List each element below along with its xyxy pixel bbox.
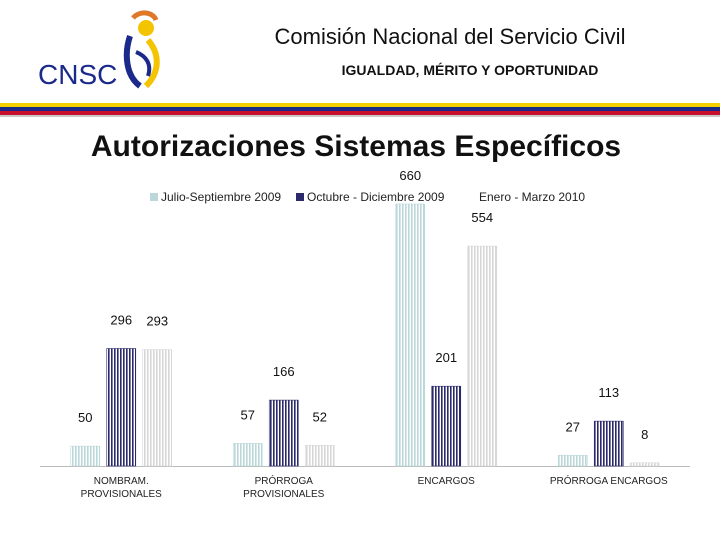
bar-4-series-2 [593,420,624,467]
legend-label-2: Octubre - Diciembre 2009 [307,190,445,204]
data-label-3-1: 660 [399,170,421,183]
stripe-gray [0,115,720,117]
stripe-blue [0,107,720,111]
bar-4-series-3 [629,462,660,467]
data-label-2-3: 52 [313,409,327,424]
data-label-4-1: 27 [566,419,580,434]
data-label-1-2: 296 [110,312,132,327]
bar-3-series-3 [467,245,498,467]
data-label-3-2: 201 [435,350,457,365]
legend-swatch-3 [468,193,476,201]
bar-2-series-1 [232,443,263,467]
bar-chart: 50 296 293 NOMBRAM. PROVISIONALES 57 166 52 PRÓR… [40,170,690,500]
cnsc-logo: CNSC [38,10,160,90]
data-label-1-3: 293 [146,314,168,329]
data-label-3-3: 554 [471,210,493,225]
bar-4-series-1 [557,454,588,467]
organization-title: Comisión Nacional del Servicio Civil [274,24,626,49]
logo-text: CNSC [38,59,117,90]
legend-swatch-1 [150,193,158,201]
stripe-yellow [0,103,720,107]
bar-2-series-3 [304,445,335,467]
x-tick-label-1: NOMBRAM. PROVISIONALES [81,476,162,500]
data-label-4-3: 8 [641,427,648,442]
legend-item-1: Julio-Septiembre 2009 [150,190,281,204]
chart-title: Autorizaciones Sistemas Específicos [90,130,622,163]
flag-stripes [0,103,720,119]
data-label-1-1: 50 [78,410,92,425]
x-tick-label-3: ENCARGOS [418,476,476,487]
legend-label-3: Enero - Marzo 2010 [479,190,586,204]
x-tick-label-2: PRÓRROGA PROVISIONALES [243,474,324,500]
bar-2-series-2 [268,399,299,467]
logo-figure-icon [123,10,160,89]
slogan: IGUALDAD, MÉRITO Y OPORTUNIDAD [341,62,599,78]
legend-item-2: Octubre - Diciembre 2009 [296,190,444,204]
legend-label-1: Julio-Septiembre 2009 [161,190,282,204]
bar-3-series-2 [431,385,462,467]
bar-3-series-1 [395,203,426,467]
bar-1-series-3 [142,349,173,467]
x-tick-label-4: PRÓRROGA ENCARGOS [550,474,668,487]
legend-item-3: Enero - Marzo 2010 [468,190,585,204]
data-label-2-1: 57 [241,407,255,422]
stripe-red [0,111,720,115]
bar-1-series-1 [70,445,101,467]
bar-1-series-2 [106,348,137,467]
data-label-4-2: 113 [598,385,619,400]
legend-swatch-2 [296,193,304,201]
data-label-2-2: 166 [273,364,295,379]
